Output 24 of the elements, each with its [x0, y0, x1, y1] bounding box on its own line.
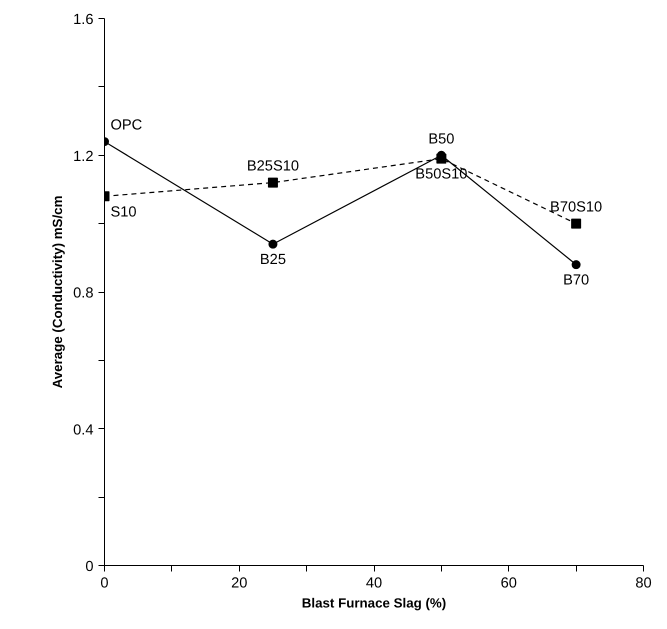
point — [572, 260, 581, 270]
x-tick-label: 60 — [500, 576, 517, 592]
x-tick-label: 40 — [366, 576, 382, 592]
y-axis-title: Average (Conductivity) mS/cm — [50, 195, 66, 388]
x-tick-label: 80 — [635, 576, 652, 592]
x-tick-label: 0 — [100, 576, 109, 592]
annotation: S10 — [110, 204, 137, 220]
annotation: B25S10 — [246, 158, 300, 175]
x-tick-label: 20 — [231, 576, 248, 592]
y-tick-label: 0.8 — [73, 286, 94, 302]
annotation: B25 — [260, 252, 286, 268]
y-tick-label: 1.6 — [73, 12, 94, 28]
annotation: B70 — [563, 272, 590, 289]
point — [571, 218, 582, 229]
y-tick-label: 0.4 — [73, 422, 94, 438]
annotation: B50S10 — [415, 166, 468, 183]
annotation: B70S10 — [550, 200, 602, 216]
annotation: OPC — [110, 118, 143, 134]
x-axis-title: Blast Furnace Slag (%) — [302, 596, 446, 610]
point — [268, 240, 278, 249]
y-tick-label: 1.2 — [73, 148, 94, 165]
annotation: B50 — [428, 131, 454, 148]
point — [268, 178, 278, 188]
y-tick-label: 0 — [85, 559, 94, 575]
